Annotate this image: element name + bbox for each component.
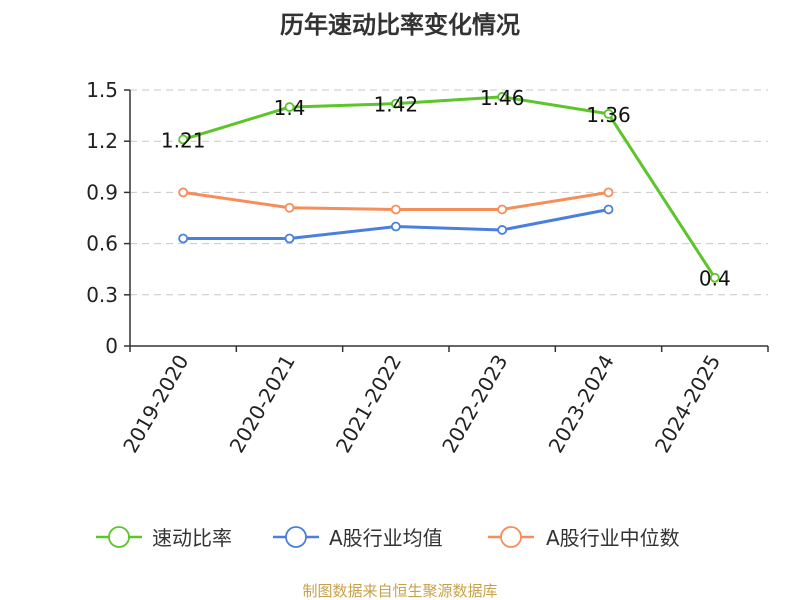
data-point (603, 108, 614, 119)
legend-label: A股行业中位数 (546, 526, 680, 550)
data-point (178, 134, 189, 145)
x-tick-label: 2019-2020 (118, 351, 193, 457)
data-label: 0.4 (699, 267, 731, 291)
y-tick-label: 0.6 (86, 232, 118, 256)
data-point (178, 233, 189, 244)
data-label: 1.42 (374, 93, 419, 117)
y-tick-label: 1.5 (86, 78, 118, 102)
legend-label: 速动比率 (152, 526, 232, 550)
y-tick-label: 1.2 (86, 129, 118, 153)
data-point (497, 225, 508, 235)
data-labels: 1.21 1.4 1.42 1.46 1.36 0.4 (161, 86, 731, 291)
x-tick-label: 2023-2024 (544, 351, 619, 457)
data-label: 1.36 (586, 103, 631, 127)
legend-marker (285, 526, 307, 548)
legend: 速动比率 A股行业均值 A股行业中位数 (96, 526, 680, 550)
data-point (603, 187, 614, 198)
y-tick-label: 0.9 (86, 180, 118, 204)
y-tick-label: 0 (105, 334, 118, 358)
x-tick-label: 2021-2022 (331, 351, 406, 457)
data-point (390, 204, 401, 215)
data-point (284, 233, 295, 244)
data-label: 1.4 (274, 96, 306, 120)
x-tick-label: 2020-2021 (225, 351, 300, 457)
grid-lines (130, 89, 768, 296)
data-point (284, 202, 295, 213)
y-tick-label: 0.3 (86, 283, 118, 307)
data-point (284, 102, 295, 112)
data-point (390, 221, 401, 232)
series-layer (178, 91, 720, 283)
data-point (178, 187, 189, 198)
data-point (709, 272, 720, 283)
data-point (497, 91, 508, 102)
data-point (603, 204, 614, 215)
legend-label: A股行业均值 (329, 526, 443, 550)
data-label: 1.46 (480, 86, 525, 110)
x-tick-label: 2024-2025 (650, 351, 725, 457)
x-tick-label: 2022-2023 (437, 350, 512, 456)
legend-marker (500, 526, 522, 548)
source-note: 制图数据来自恒生聚源数据库 (302, 582, 497, 600)
chart-title: 历年速动比率变化情况 (280, 11, 520, 39)
legend-marker (108, 526, 130, 548)
series-line (182, 95, 717, 279)
data-point (390, 98, 401, 109)
data-point (497, 204, 508, 215)
data-label: 1.21 (161, 128, 206, 152)
